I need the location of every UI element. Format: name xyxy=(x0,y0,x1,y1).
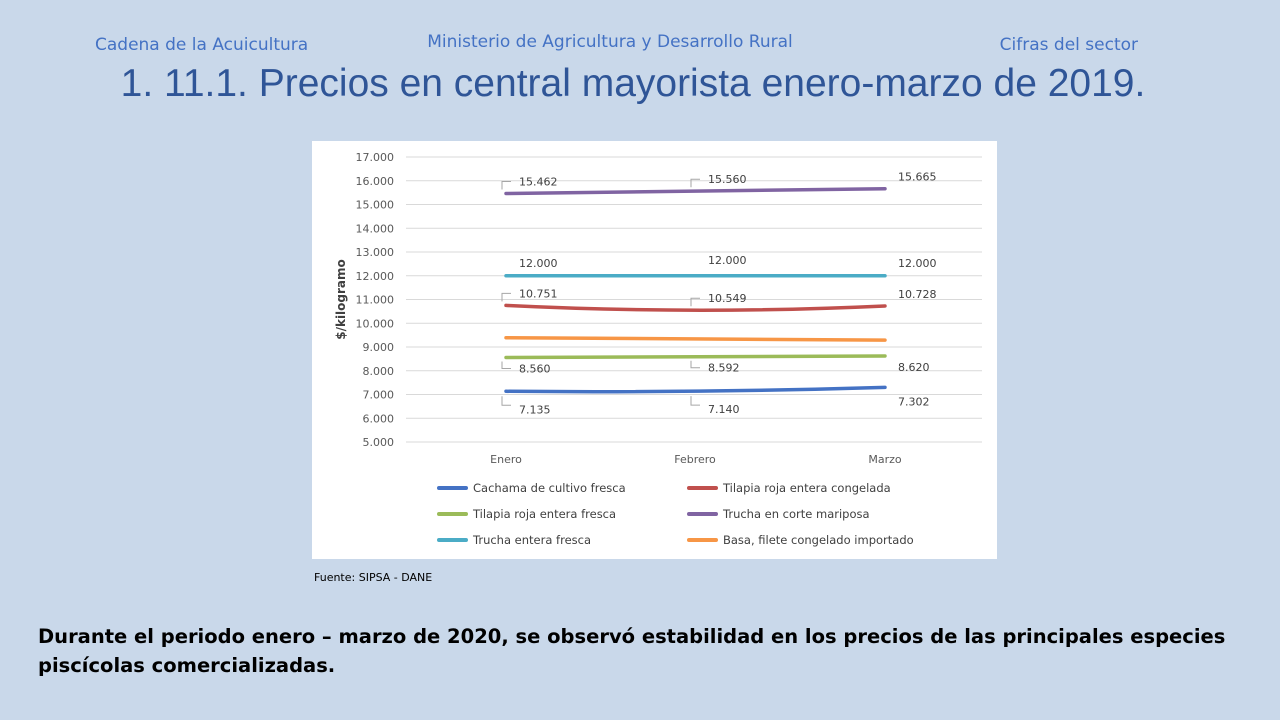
data-label-leader xyxy=(690,396,700,406)
y-tick-label: 7.000 xyxy=(363,389,395,402)
y-tick-label: 14.000 xyxy=(356,222,395,235)
legend-swatch xyxy=(687,485,718,490)
y-tick-label: 6.000 xyxy=(363,412,395,425)
legend-item: Trucha en corte mariposa xyxy=(687,505,957,522)
data-label: 8.620 xyxy=(898,361,930,374)
y-tick-label: 5.000 xyxy=(363,436,395,449)
data-label: 10.728 xyxy=(898,288,937,301)
data-label-leader xyxy=(501,292,511,302)
series-line xyxy=(504,354,887,360)
series-line xyxy=(504,186,887,196)
data-label-leader xyxy=(690,360,700,369)
data-label: 8.592 xyxy=(708,362,740,375)
y-axis-label: $/kilogramo xyxy=(334,259,348,340)
data-label: 15.665 xyxy=(898,171,937,184)
y-tick-label: 13.000 xyxy=(356,246,395,259)
y-tick-label: 15.000 xyxy=(356,199,395,212)
data-label: 12.000 xyxy=(519,257,558,270)
y-tick-label: 11.000 xyxy=(356,294,395,307)
header-ministry-label: Ministerio de Agricultura y Desarrollo R… xyxy=(427,32,793,52)
data-label: 15.462 xyxy=(519,176,558,189)
legend-item: Tilapia roja entera congelada xyxy=(687,479,957,496)
data-label: 12.000 xyxy=(708,254,747,267)
x-tick-label: Marzo xyxy=(868,453,902,466)
data-label: 10.549 xyxy=(708,292,747,305)
data-label-leader xyxy=(690,297,700,307)
source-note: Fuente: SIPSA - DANE xyxy=(314,571,433,584)
data-label: 15.560 xyxy=(708,173,747,186)
data-label-leader xyxy=(501,396,511,406)
y-tick-label: 16.000 xyxy=(356,175,395,188)
y-tick-label: 10.000 xyxy=(356,317,395,330)
legend-item: Trucha entera fresca xyxy=(437,531,687,548)
legend-label: Cachama de cultivo fresca xyxy=(473,480,626,495)
x-tick-label: Enero xyxy=(490,453,522,466)
data-label: 7.135 xyxy=(519,403,551,416)
legend-label: Basa, filete congelado importado xyxy=(723,532,914,547)
legend-swatch xyxy=(437,485,468,490)
data-label-leader xyxy=(501,361,511,369)
legend-swatch xyxy=(437,511,468,516)
line-chart: 5.000 6.000 7.000 8.000 9.000 10.000 11.000 12.… xyxy=(334,151,982,466)
data-label-leader xyxy=(501,181,511,190)
legend-label: Trucha entera fresca xyxy=(473,532,592,547)
data-label-leader xyxy=(690,178,700,188)
series-line xyxy=(504,303,887,312)
y-tick-label: 17.000 xyxy=(356,151,395,164)
legend-swatch xyxy=(687,511,718,516)
data-label: 12.000 xyxy=(898,257,937,270)
legend-item: Basa, filete congelado importado xyxy=(687,531,957,548)
chart-legend: Cachama de cultivo fresca Tilapia roja en… xyxy=(437,479,977,548)
legend-label: Trucha en corte mariposa xyxy=(723,506,870,521)
y-tick-label: 9.000 xyxy=(363,341,395,354)
chart-container: 5.000 6.000 7.000 8.000 9.000 10.000 11.000 12.… xyxy=(312,141,997,559)
legend-item: Cachama de cultivo fresca xyxy=(437,479,687,496)
slide-title: 1. 11.1. Precios en central mayorista en… xyxy=(120,62,1146,105)
data-label: 10.751 xyxy=(519,287,558,300)
header-sector-label: Cifras del sector xyxy=(999,35,1138,55)
legend-swatch xyxy=(437,537,468,542)
data-label: 7.302 xyxy=(898,395,930,408)
summary-text: Durante el periodo enero – marzo de 2020… xyxy=(38,625,1226,677)
data-label: 8.560 xyxy=(519,362,551,375)
data-label: 7.140 xyxy=(708,403,740,416)
legend-label: Tilapia roja entera congelada xyxy=(723,480,891,495)
header-chain-label: Cadena de la Acuicultura xyxy=(95,35,309,55)
legend-item: Tilapia roja entera fresca xyxy=(437,505,687,522)
legend-label: Tilapia roja entera fresca xyxy=(473,506,617,521)
x-tick-label: Febrero xyxy=(674,453,716,466)
series-line xyxy=(504,335,887,342)
y-tick-label: 8.000 xyxy=(363,365,395,378)
series-line xyxy=(504,385,887,394)
y-tick-label: 12.000 xyxy=(356,270,395,283)
legend-swatch xyxy=(687,537,718,542)
